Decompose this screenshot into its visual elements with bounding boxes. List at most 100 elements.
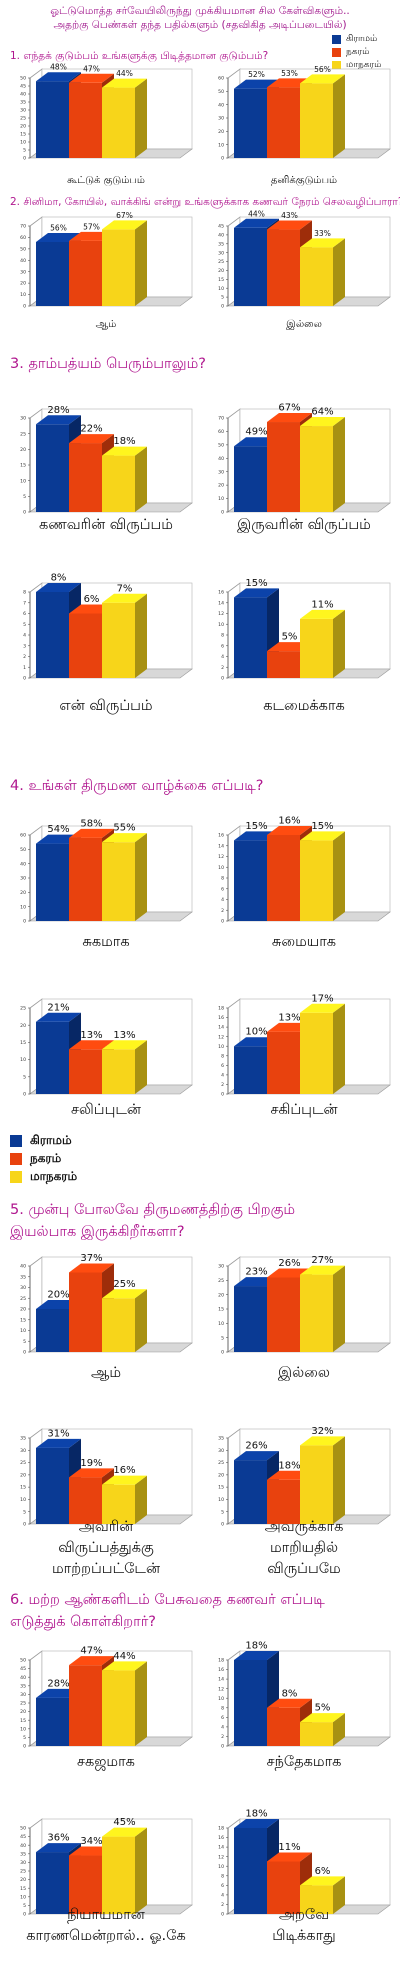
y-tick-label: 25 [20, 1460, 26, 1466]
y-tick-label: 5 [23, 622, 26, 628]
bar-side-city [333, 1713, 345, 1746]
y-tick-label: 0 [23, 919, 26, 925]
bar-chart-17: 0 5 10 15 20 25 30 35 40 45 50 28% 47% 44% [20, 1646, 193, 1750]
y-tick-label: 40 [218, 456, 224, 462]
y-tick-label: 3 [23, 643, 26, 649]
y-tick-label: 10 [218, 1497, 224, 1503]
data-label-city: 44% [113, 1651, 135, 1662]
bar-city [300, 1265, 345, 1352]
y-tick-label: 8 [23, 590, 26, 596]
y-tick-label: 35 [20, 1436, 26, 1442]
bar-top-city [300, 1713, 345, 1723]
y-tick-label: 45 [218, 224, 224, 230]
y-tick-label: 20 [20, 124, 26, 130]
chart-caption-11: சலிப்புடன் [8, 1100, 204, 1121]
chart-caption-line: பிடிக்காது [272, 1928, 336, 1944]
legend-item-village: கிராமம் [332, 33, 381, 46]
y-tick-label: 30 [218, 250, 224, 256]
y-tick-label: 40 [20, 1843, 26, 1849]
bar-chart-7: 0 1 2 3 4 5 6 7 8 8% 6% 7% [23, 573, 193, 682]
y-tick-label: 20 [20, 890, 26, 896]
y-tick-label: 50 [218, 89, 224, 95]
bar-chart-20: 0 2 4 6 8 10 12 14 16 18 18% 11% 6% [218, 1809, 391, 1918]
y-tick-label: 40 [20, 92, 26, 98]
bar-city [102, 833, 147, 921]
bar-top-village [234, 1451, 279, 1461]
bar-side-city [135, 220, 147, 306]
data-label-village: 28% [47, 1678, 69, 1689]
legend-item-city: மாநகரம் [332, 59, 381, 72]
chart-caption-line: இல்லை [278, 1365, 330, 1381]
y-tick-label: 20 [218, 1472, 224, 1478]
chart-caption-line: தனிக்குடும்பம் [270, 175, 338, 186]
chart-caption-line: ஆம் [95, 319, 117, 330]
bar-city [300, 238, 345, 306]
question-6-line-2: எடுத்துக் கொள்கிறார்? [10, 1614, 156, 1630]
bar-front-village [234, 1286, 267, 1352]
bar-front-town [69, 1665, 102, 1746]
data-label-city: 16% [113, 1465, 135, 1476]
bar-chart-19: 0 5 10 15 20 25 30 35 40 45 50 36% 34% 45% [20, 1817, 193, 1918]
bar-chart-14: 0 5 10 15 20 25 30 23% 26% 27% [218, 1255, 391, 1356]
data-label-city: 64% [311, 407, 333, 418]
y-tick-label: 0 [23, 510, 26, 516]
bar-front-village [234, 840, 267, 921]
bar-side-city [333, 609, 345, 678]
chart-caption-4: இல்லை [206, 314, 400, 335]
chart-caption-16: அவருக்காக மாறியதில் விருப்பமே [206, 1517, 400, 1580]
y-tick-label: 5 [23, 1339, 26, 1345]
y-tick-label: 0 [23, 304, 26, 310]
y-tick-label: 16 [218, 590, 224, 596]
y-tick-label: 10 [218, 496, 224, 502]
bar-front-city [102, 87, 135, 158]
bar-top-village [234, 588, 279, 598]
y-tick-label: 15 [20, 1718, 26, 1724]
bar-front-village [234, 1828, 267, 1914]
y-tick-label: 25 [20, 116, 26, 122]
y-tick-label: 70 [218, 416, 224, 422]
bar-top-town [267, 826, 312, 835]
legend2-label-village: கிராமம் [30, 1133, 72, 1147]
y-tick-label: 10 [20, 1057, 26, 1063]
y-tick-label: 10 [218, 865, 224, 871]
y-tick-label: 2 [221, 908, 224, 914]
y-tick-label: 40 [20, 258, 26, 264]
y-tick-label: 20 [20, 281, 26, 287]
chart-caption-line: மாற்றப்பட்டேன் [52, 1561, 160, 1577]
data-label-village: 52% [248, 70, 265, 79]
data-label-town: 67% [278, 403, 300, 414]
y-tick-label: 45 [20, 84, 26, 90]
data-label-city: 33% [314, 229, 331, 238]
bar-top-town [69, 828, 114, 838]
y-tick-label: 10 [20, 1726, 26, 1732]
y-tick-label: 10 [20, 292, 26, 298]
y-tick-label: 6 [221, 1883, 224, 1889]
chart-caption-line: அவருக்காக [264, 1519, 344, 1535]
data-label-city: 5% [315, 1703, 331, 1714]
data-label-city: 44% [116, 69, 133, 78]
data-label-town: 16% [278, 816, 300, 827]
y-tick-label: 50 [20, 1658, 26, 1664]
bar-front-village [234, 1046, 267, 1094]
bar-top-town [69, 73, 114, 83]
bar-front-city [300, 83, 333, 158]
bar-front-village [234, 88, 267, 158]
y-tick-label: 0 [221, 676, 224, 682]
y-tick-label: 10 [218, 1044, 224, 1050]
y-tick-label: 30 [218, 116, 224, 122]
bar-chart-5: 0 5 10 15 20 25 30 28% 22% 18% [20, 405, 193, 516]
y-tick-label: 15 [20, 1040, 26, 1046]
y-tick-label: 0 [23, 156, 26, 162]
y-tick-label: 0 [221, 1522, 224, 1528]
y-tick-label: 20 [20, 1023, 26, 1029]
y-tick-label: 30 [20, 416, 26, 422]
question-5-line-1: 5. முன்பு போலவே திருமணத்திற்கு பிறகும் [10, 1202, 296, 1218]
data-label-village: 44% [248, 209, 265, 218]
bar-front-village [234, 227, 267, 306]
y-tick-label: 15 [218, 1485, 224, 1491]
legend2-swatch-city [10, 1171, 22, 1183]
y-tick-label: 0 [23, 1350, 26, 1356]
y-tick-label: 30 [20, 1860, 26, 1866]
bar-top-city [300, 1436, 345, 1446]
bar-city [102, 593, 147, 678]
